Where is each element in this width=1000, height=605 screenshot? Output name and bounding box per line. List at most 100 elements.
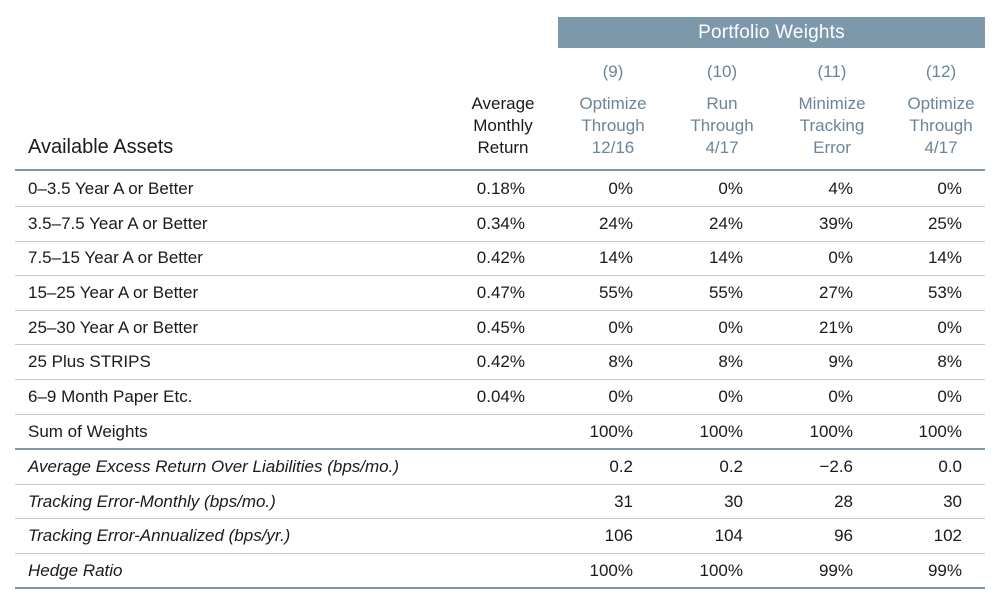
table-row: 3.5–7.5 Year A or Better 0.34% 24% 24% 3… [15, 207, 985, 241]
column-header-line: Through [581, 116, 645, 135]
row-label: Hedge Ratio [28, 561, 123, 580]
weight-cell: 14% [927, 248, 962, 267]
row-divider [15, 241, 985, 242]
weight-cell: 8% [718, 352, 743, 371]
metrics-divider [15, 448, 985, 450]
table-row: 7.5–15 Year A or Better 0.42% 14% 14% 0%… [15, 241, 985, 275]
avg-header-line: Return [477, 138, 529, 157]
table-row: 25 Plus STRIPS 0.42% 8% 8% 9% 8% [15, 345, 985, 379]
row-divider [15, 379, 985, 380]
metric-cell: 31 [614, 492, 633, 511]
metric-cell: 0.2 [719, 457, 743, 476]
column-header-9: Optimize Through 12/16 [553, 93, 673, 159]
weight-cell: 8% [608, 352, 633, 371]
portfolio-weights-banner: Portfolio Weights [558, 17, 985, 48]
column-header-line: Error [813, 138, 851, 157]
row-divider [15, 275, 985, 276]
weight-cell: 14% [598, 248, 633, 267]
header-divider [15, 169, 985, 171]
metric-row: Hedge Ratio 100% 100% 99% 99% [15, 554, 985, 588]
column-header-12: Optimize Through 4/17 [881, 93, 1000, 159]
weight-cell: 14% [708, 248, 743, 267]
row-label: 0–3.5 Year A or Better [28, 179, 194, 198]
weight-cell: 100% [918, 422, 962, 441]
table-bottom-rule [15, 587, 985, 589]
metric-cell: 99% [818, 561, 853, 580]
avg-return-cell: 0.04% [476, 387, 525, 406]
row-divider [15, 206, 985, 207]
table-row: 0–3.5 Year A or Better 0.18% 0% 0% 4% 0% [15, 172, 985, 206]
weight-cell: 25% [927, 214, 962, 233]
column-number-9: (9) [602, 62, 624, 81]
avg-return-cell: 0.45% [476, 318, 525, 337]
avg-header-line: Monthly [473, 116, 533, 135]
row-label: 3.5–7.5 Year A or Better [28, 214, 208, 233]
table-row-sum: Sum of Weights 100% 100% 100% 100% [15, 415, 985, 449]
column-header-line: Optimize [907, 94, 975, 113]
column-header-line: 12/16 [591, 138, 635, 157]
row-label: Tracking Error-Annualized (bps/yr.) [28, 526, 291, 545]
weight-cell: 0% [718, 387, 743, 406]
avg-return-cell: 0.42% [476, 248, 525, 267]
avg-return-cell: 0.42% [476, 352, 525, 371]
row-label: Average Excess Return Over Liabilities (… [28, 457, 400, 476]
column-number-10: (10) [706, 62, 738, 81]
row-label: 25 Plus STRIPS [28, 352, 151, 371]
row-label: 6–9 Month Paper Etc. [28, 387, 193, 406]
metric-cell: 100% [589, 561, 633, 580]
weight-cell: 55% [708, 283, 743, 302]
row-label: Sum of Weights [28, 422, 148, 441]
row-divider [15, 484, 985, 485]
avg-return-cell: 0.18% [476, 179, 525, 198]
metric-cell: 96 [834, 526, 853, 545]
weight-cell: 0% [937, 387, 962, 406]
weight-cell: 0% [937, 179, 962, 198]
weight-cell: 0% [828, 248, 853, 267]
weight-cell: 24% [708, 214, 743, 233]
weight-cell: 24% [598, 214, 633, 233]
metric-row: Average Excess Return Over Liabilities (… [15, 450, 985, 484]
metric-cell: 28 [834, 492, 853, 511]
metric-cell: 0.0 [938, 457, 962, 476]
weight-cell: 0% [608, 179, 633, 198]
avg-header-line: Average [471, 94, 535, 113]
row-divider [15, 518, 985, 519]
row-label: 25–30 Year A or Better [28, 318, 199, 337]
metric-cell: 102 [933, 526, 962, 545]
column-header-line: Optimize [579, 94, 647, 113]
row-divider [15, 310, 985, 311]
column-header-line: Through [909, 116, 973, 135]
column-number-11: (11) [817, 62, 847, 81]
table-row: 6–9 Month Paper Etc. 0.04% 0% 0% 0% 0% [15, 380, 985, 414]
weight-cell: 0% [608, 387, 633, 406]
weight-cell: 21% [818, 318, 853, 337]
metric-cell: 30 [943, 492, 962, 511]
metric-cell: −2.6 [819, 457, 853, 476]
row-divider [15, 344, 985, 345]
weight-cell: 100% [699, 422, 743, 441]
column-header-line: Run [706, 94, 738, 113]
weight-cell: 9% [828, 352, 853, 371]
average-monthly-return-header: Average Monthly Return [458, 93, 548, 159]
weight-cell: 8% [937, 352, 962, 371]
weight-cell: 53% [927, 283, 962, 302]
row-label: 15–25 Year A or Better [28, 283, 199, 302]
weight-cell: 0% [937, 318, 962, 337]
metric-cell: 104 [714, 526, 743, 545]
metric-cell: 106 [604, 526, 633, 545]
row-divider [15, 414, 985, 415]
weight-cell: 39% [818, 214, 853, 233]
metric-cell: 99% [927, 561, 962, 580]
weight-cell: 27% [818, 283, 853, 302]
metric-cell: 100% [699, 561, 743, 580]
weight-cell: 0% [828, 387, 853, 406]
column-header-line: 4/17 [705, 138, 739, 157]
metric-cell: 30 [724, 492, 743, 511]
avg-return-cell: 0.34% [476, 214, 525, 233]
column-header-line: 4/17 [924, 138, 958, 157]
column-number-12: (12) [925, 62, 957, 81]
metric-row: Tracking Error-Annualized (bps/yr.) 106 … [15, 519, 985, 553]
column-header-line: Through [690, 116, 754, 135]
weight-cell: 0% [718, 179, 743, 198]
column-header-11: Minimize Tracking Error [772, 93, 892, 159]
